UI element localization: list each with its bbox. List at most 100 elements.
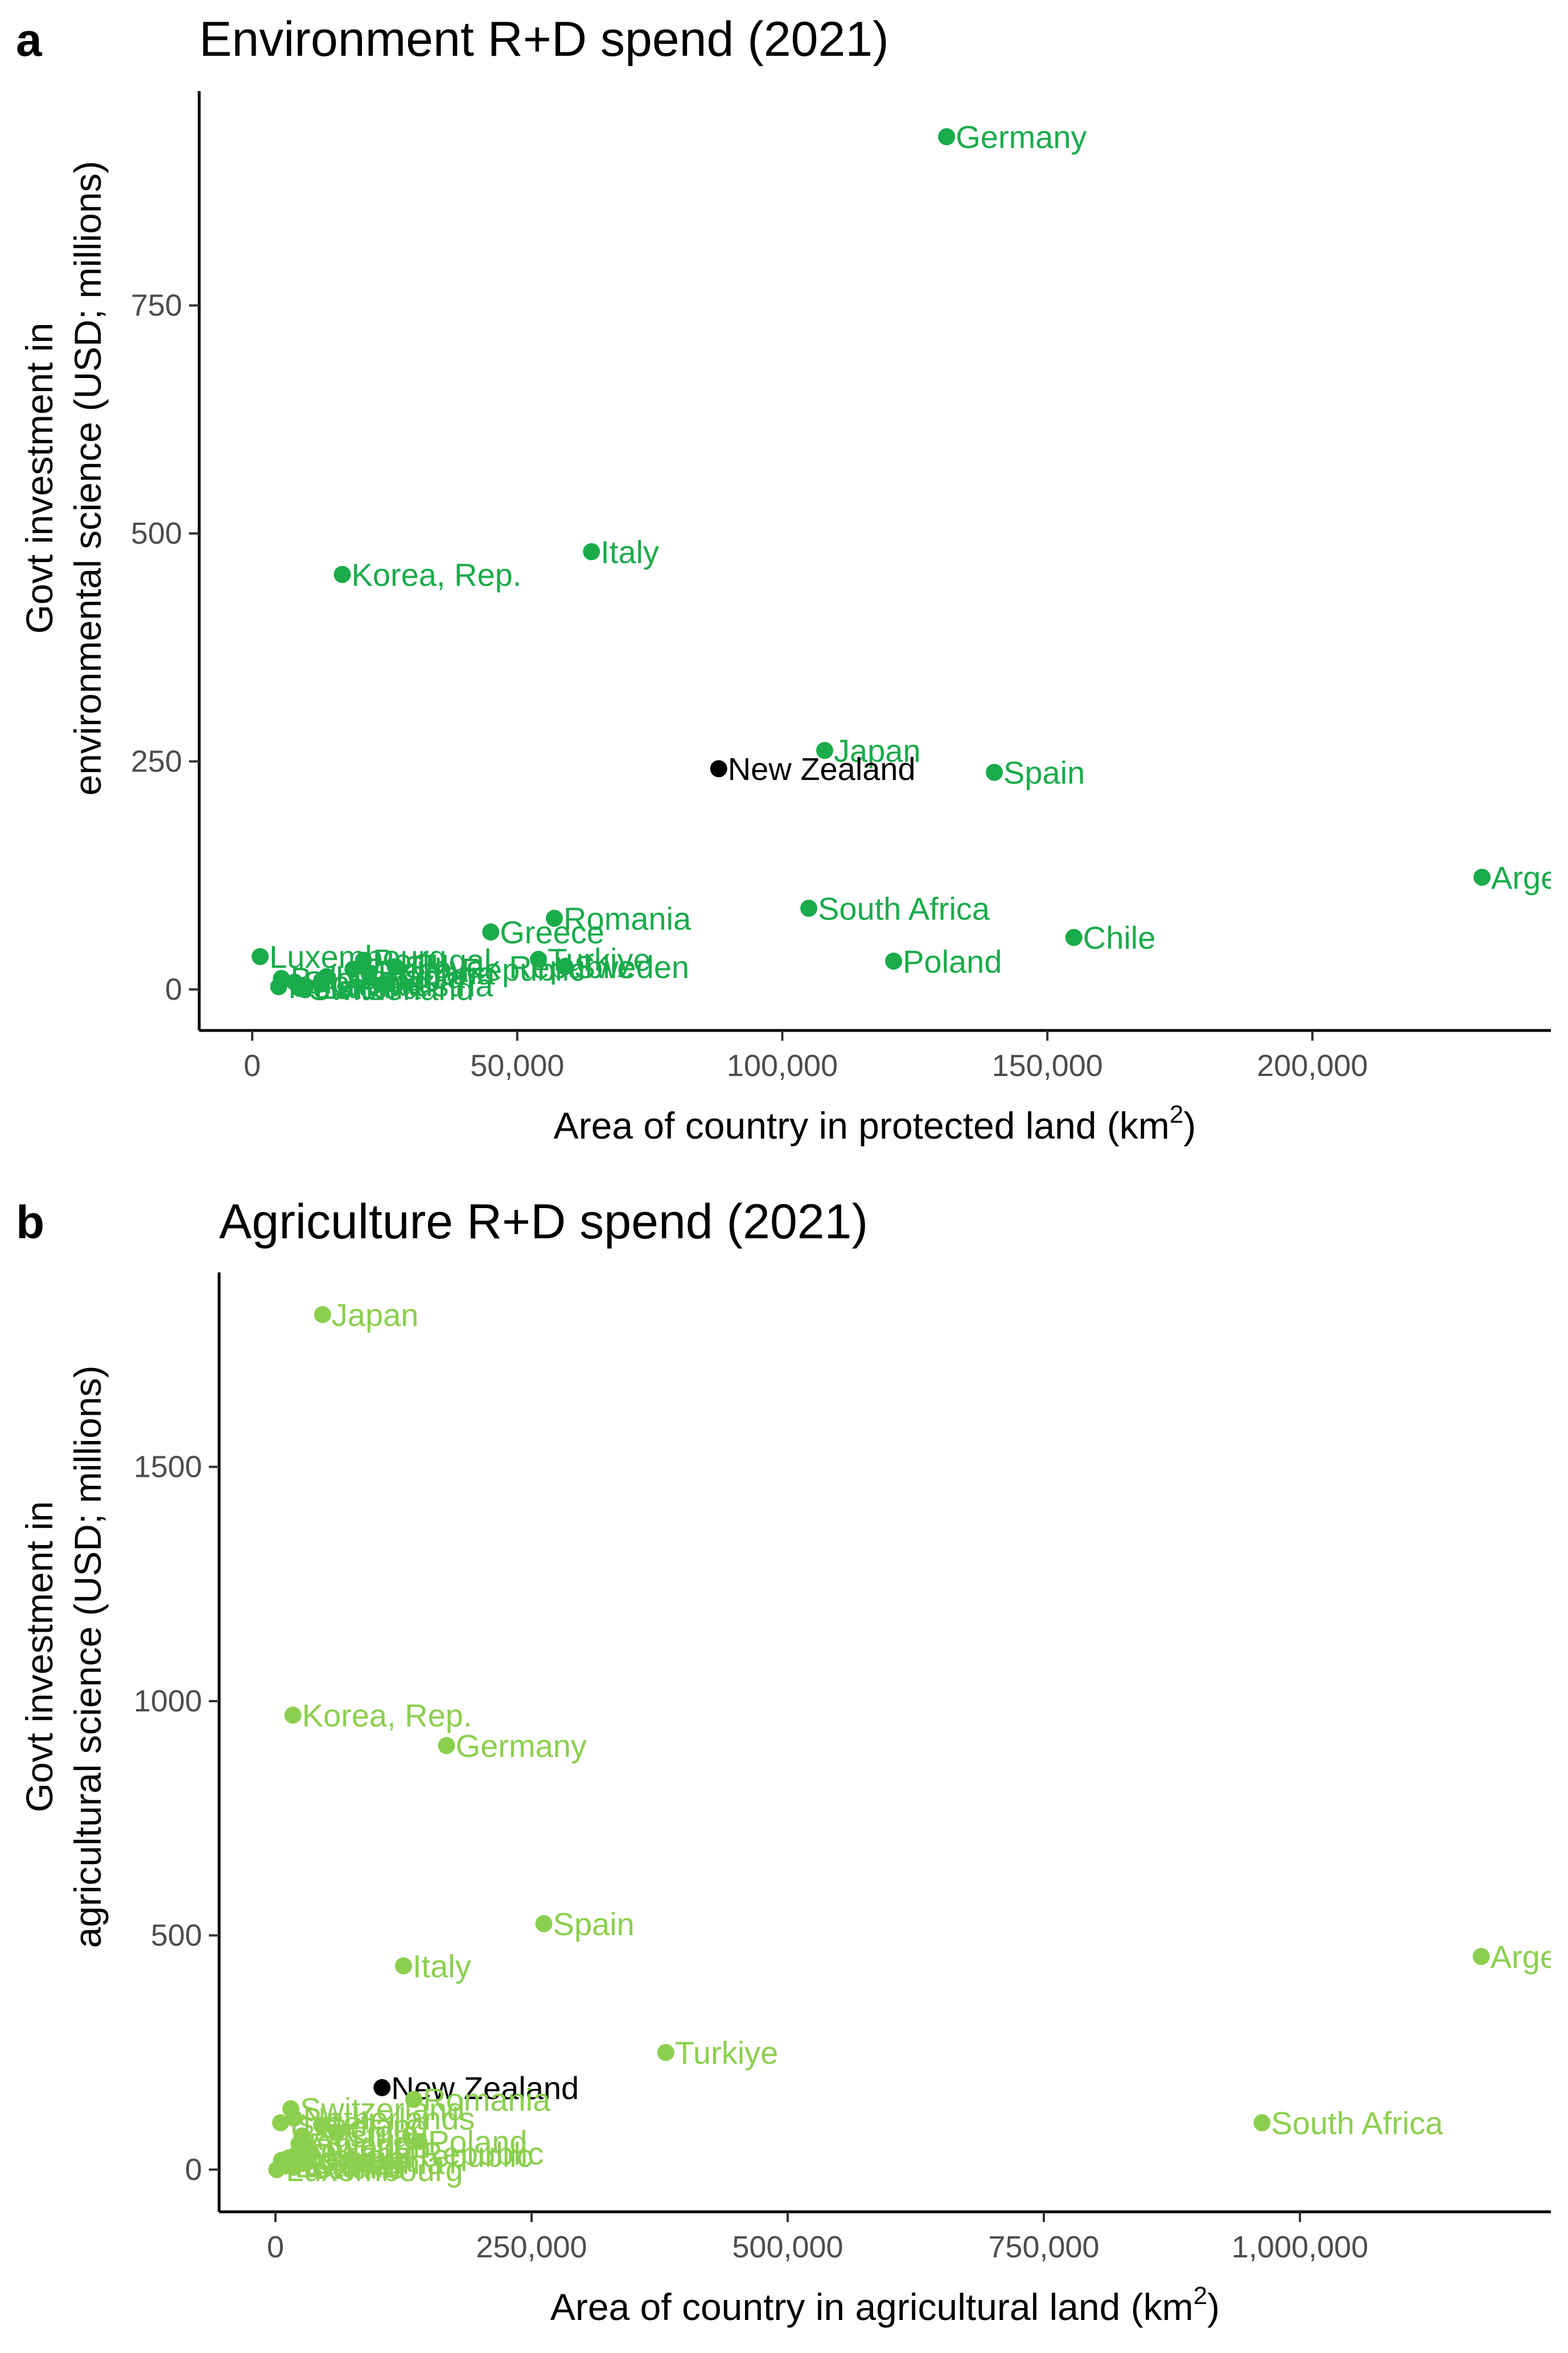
panel-a-x-tick-label: 200,000 xyxy=(1257,1049,1368,1083)
panel-a-plot: 0 250 500 750 0 50,000 100,000 150,000 200,000 Ge… xyxy=(131,91,1558,1083)
point-label-japan: Japan xyxy=(834,733,921,769)
point-label-spain: Spain xyxy=(1003,755,1085,791)
point-label-romania: Romania xyxy=(563,901,692,937)
point-label-arge: Arge xyxy=(1491,860,1558,896)
point-korea-rep xyxy=(284,1706,302,1724)
point-label-greece: Greece xyxy=(500,914,604,950)
point-austria xyxy=(376,976,393,993)
panel-b-xlabel: Area of country in agricultural land (km… xyxy=(550,2282,1220,2328)
panel-a-ylabel-line1: Govt investment in xyxy=(18,323,60,634)
point-label-estonia: Estonia xyxy=(295,2148,402,2184)
point-label-latvia: Latvia xyxy=(330,966,415,1002)
point-poland xyxy=(885,952,903,970)
point-label-turkiye: Turkiye xyxy=(675,2035,779,2071)
point-label-chile: Chile xyxy=(346,2114,419,2150)
point-label-bulgaria: Bulgaria xyxy=(378,955,495,991)
point-italy xyxy=(395,1957,412,1974)
point-arge xyxy=(1472,1948,1490,1965)
point-label-luxembourg: Luxembourg xyxy=(286,2152,463,2188)
panel-b-x-tick-label: 1,000,000 xyxy=(1232,2230,1368,2264)
point-romania xyxy=(405,2091,422,2108)
point-label-sweden: Sweden xyxy=(315,2129,430,2165)
point-label-new-zealand: New Zealand xyxy=(391,2070,579,2106)
panel-b-ylabel-line2: agricultural science (USD; millions) xyxy=(67,1365,109,1948)
point-label-sweden: Sweden xyxy=(574,949,689,985)
point-label-estonia: Estonia xyxy=(314,970,421,1006)
point-spain xyxy=(986,763,1003,781)
point-label-japan: Japan xyxy=(332,1297,419,1333)
panel-a-xlabel: Area of country in protected land (km2) xyxy=(554,1100,1196,1147)
point-new-zealand xyxy=(710,760,727,778)
point-romania xyxy=(546,909,563,927)
point-ireland xyxy=(313,2116,330,2134)
point-germany xyxy=(438,1737,455,1755)
panel-b: b Agriculture R+D spend (2021) Govt inve… xyxy=(16,1194,1558,2328)
point-italy xyxy=(583,543,600,560)
point-label-lithuania: Lithuania xyxy=(315,2145,445,2181)
point-label-iceland: Iceland xyxy=(303,2150,406,2186)
panel-b-ylabel-line1: Govt investment in xyxy=(18,1501,60,1813)
point-switzerland xyxy=(291,980,308,997)
point-japan xyxy=(816,742,834,759)
point-iceland xyxy=(285,2158,303,2176)
point-turkiye xyxy=(530,951,548,968)
point-netherlands xyxy=(285,2109,303,2127)
panel-b-y-tick-label: 500 xyxy=(151,1918,202,1952)
panel-b-x-tick-label: 250,000 xyxy=(476,2230,587,2264)
point-label-south-africa: South Africa xyxy=(1271,2105,1443,2141)
point-chile xyxy=(1065,929,1083,946)
point-label-slovak-republic: Slovak Republic xyxy=(304,2138,533,2174)
panel-a-y-tick-label: 0 xyxy=(165,972,182,1007)
point-czech-republic xyxy=(344,960,362,978)
panel-b-x-tick-label: 500,000 xyxy=(732,2230,843,2264)
panel-a-x-tick-label: 100,000 xyxy=(727,1049,838,1083)
panel-b-y-tick-label: 1500 xyxy=(134,1450,202,1484)
point-label-germany: Germany xyxy=(456,1728,587,1764)
point-label-italy: Italy xyxy=(600,534,659,570)
point-japan xyxy=(314,1306,331,1324)
point-label-korea-rep: Korea, Rep. xyxy=(351,557,521,593)
point-arge xyxy=(1473,868,1491,886)
point-iceland xyxy=(270,978,287,996)
panel-a: a Environment R+D spend (2021) Govt inve… xyxy=(16,12,1558,1147)
panel-a-y-tick-label: 500 xyxy=(131,516,182,551)
point-luxembourg xyxy=(252,948,269,966)
point-label-switzerland: Switzerland xyxy=(309,971,474,1007)
point-label-austria: Austria xyxy=(311,2118,411,2154)
panel-a-y-tick-label: 250 xyxy=(131,744,182,778)
point-luxembourg xyxy=(268,2161,286,2178)
point-label-czech-republic: Czech Republic xyxy=(320,2136,544,2171)
point-label-austria: Austria xyxy=(394,967,493,1003)
panel-b-points: Japan Korea, Rep.Germany Spain Arge Italy Tur… xyxy=(268,1297,1558,2188)
panel-a-x-tick-label: 50,000 xyxy=(470,1049,564,1083)
panel-b-x-tick-label: 750,000 xyxy=(988,2230,1099,2264)
point-south-africa xyxy=(800,900,818,917)
point-label-germany: Germany xyxy=(956,119,1087,155)
panel-b-x-tick-label: 0 xyxy=(267,2230,284,2264)
point-label-finland: Finland xyxy=(308,2126,413,2162)
point-label-south-africa: South Africa xyxy=(818,890,990,926)
point-greece xyxy=(482,923,500,941)
point-label-czech-republic: Czech Republic xyxy=(362,952,585,988)
point-spain xyxy=(535,1915,553,1932)
point-label-chile: Chile xyxy=(1083,920,1156,956)
panel-a-letter: a xyxy=(16,14,43,66)
panel-b-plot: 0 500 1000 1500 0 250,000 500,000 750,000 1,000,… xyxy=(134,1272,1558,2264)
point-label-poland: Poland xyxy=(428,2124,527,2160)
point-sweden xyxy=(556,958,574,975)
panel-b-y-tick-label: 1000 xyxy=(134,1684,202,1718)
panel-a-x-tick-label: 150,000 xyxy=(992,1049,1103,1083)
point-new-zealand xyxy=(373,2079,391,2096)
point-label-latvia: Latvia xyxy=(305,2146,390,2182)
point-bulgaria xyxy=(360,964,378,982)
panel-b-y-tick-label: 0 xyxy=(185,2153,202,2187)
point-label-belgium: Belgium xyxy=(298,2140,413,2176)
point-israel xyxy=(272,2114,289,2132)
point-korea-rep xyxy=(334,566,351,584)
panel-b-letter: b xyxy=(16,1197,44,1249)
point-turkiye xyxy=(657,2044,674,2062)
point-latvia xyxy=(312,975,330,993)
point-label-arge: Arge xyxy=(1491,1939,1558,1974)
